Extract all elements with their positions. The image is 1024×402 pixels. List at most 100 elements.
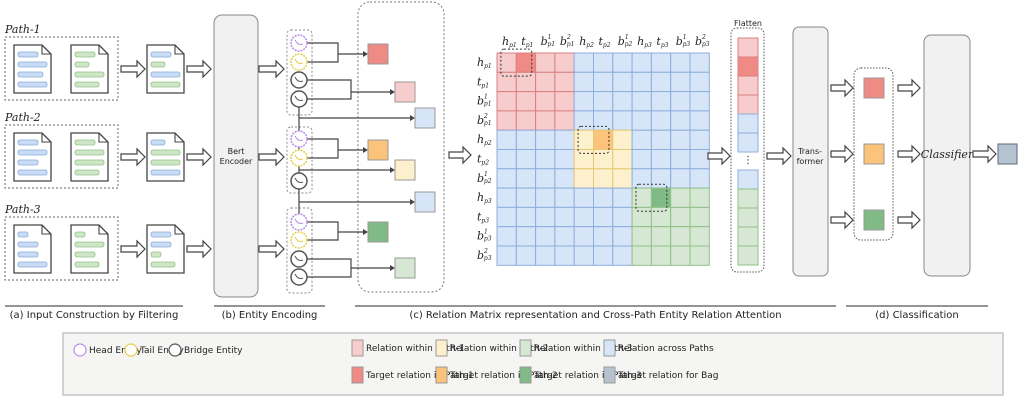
text-line [150,71,181,78]
block-arrow-icon [258,59,285,79]
matrix-cell [612,110,633,131]
legend-swatch [435,339,448,357]
head-entity-icon [290,213,308,231]
document-fold [98,225,108,235]
cross-path-line [298,107,410,214]
path-relation-square [863,77,885,99]
matrix-axis-label: b2 p1 [560,34,575,48]
matrix-cell [689,226,710,247]
matrix-cell [535,110,556,131]
matrix-cell [554,52,575,73]
matrix-cell [515,187,537,208]
matrix-axis-label: b1 p1 [541,34,556,48]
matrix-cell [670,206,691,228]
path-group-box [4,36,119,101]
flattened-cell [737,207,759,228]
entity-glyph [294,95,304,101]
entity-glyph [294,273,304,279]
matrix-cell [612,52,633,73]
text-line [74,81,100,88]
matrix-cell [535,71,556,93]
text-line [150,241,172,248]
text-line [17,71,44,78]
matrix-cell [650,206,672,228]
matrix-axis-label: tp1 [477,75,489,89]
matrix-cell [573,226,595,247]
matrix-axis-label: tp3 [477,210,489,224]
section-caption: (d) Classification [875,310,959,321]
bridge-entity-icon [290,172,308,190]
relation-square [367,221,389,243]
matrix-cell [650,91,672,112]
matrix-cell [573,52,595,73]
matrix-cell [689,149,710,170]
matrix-axis-label: b1 p3 [676,34,691,48]
ellipsis: ⋮ [743,155,753,166]
legend-swatch [519,339,532,357]
bridge-entity-icon [290,250,308,268]
matrix-cell [670,187,691,208]
target-relation-cell [650,187,672,208]
flattened-cell [737,226,759,247]
connector-line [307,221,363,241]
text-line [150,149,181,156]
entity-glyph [294,76,304,82]
text-line [74,159,105,166]
matrix-cell [573,206,595,228]
text-line [150,139,166,146]
text-line [74,61,90,68]
connector-line [307,138,363,159]
matrix-cell [650,110,672,131]
block-arrow-icon [120,239,146,259]
matrix-axis-label: hp1 [502,35,517,49]
text-line [74,231,86,238]
arrowhead-icon [410,115,415,121]
text-line [17,61,48,68]
tail-entity-legend-icon [124,343,138,357]
section-caption: (a) Input Construction by Filtering [10,310,179,321]
matrix-cell [650,245,672,266]
matrix-cell [593,206,614,228]
text-line [17,149,48,156]
relation-square [367,139,389,161]
bridge-entity-icon [290,71,308,89]
relation-square [394,159,416,181]
matrix-cell [496,91,517,112]
matrix-axis-label: tp2 [599,35,611,49]
matrix-axis-label: b1 p2 [477,171,492,185]
block-arrow-icon [707,146,731,166]
matrix-cell [593,187,614,208]
block-arrow-icon [830,78,854,98]
matrix-axis-label: tp3 [656,35,668,49]
flattened-cell [737,245,759,266]
matrix-cell [689,168,710,189]
path-group-box [4,124,119,189]
legend-relation-label: Target relation in Path-3 [533,371,642,381]
document-fold [174,225,184,235]
matrix-cell [554,206,575,228]
matrix-cell [689,206,710,228]
text-line [17,241,39,248]
entity-glyph [294,58,304,64]
matrix-cell [631,206,652,228]
matrix-axis-label: b2 p3 [695,34,710,48]
matrix-cell [612,149,633,170]
matrix-cell [535,168,556,189]
matrix-cell [554,91,575,112]
head-entity-legend-icon [73,343,87,357]
matrix-cell [612,226,633,247]
matrix-cell [535,206,556,228]
bert-encoder-label-2: Encoder [220,157,253,166]
arrowhead-icon [363,51,368,57]
flattened-cell [737,94,759,115]
matrix-cell [535,187,556,208]
bridge-entity-legend-icon [168,343,182,357]
matrix-cell [689,110,710,131]
bert-encoder-box [213,14,259,298]
relation-matrix: hp1 hp1 tp1 tp1 b1 p1 b1 p1 b2 p1 b2 p1 hp2 hp2 tp2 tp2… [477,34,710,266]
matrix-cell [573,187,595,208]
matrix-axis-label: tp1 [521,35,533,49]
block-arrow-icon [766,146,792,166]
block-arrow-icon [186,59,212,79]
